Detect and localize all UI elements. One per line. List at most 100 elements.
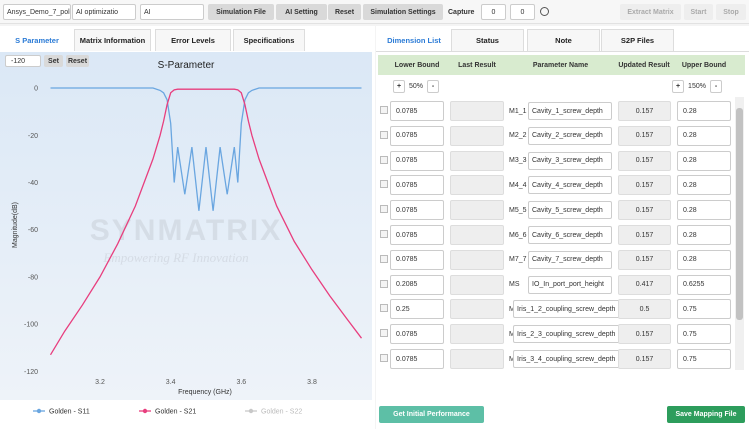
lower-bound-input[interactable]: 0.2085 bbox=[390, 274, 444, 295]
parameter-select[interactable]: Iris_3_4_coupling_screw_depth bbox=[513, 350, 626, 368]
right-tab[interactable]: Status bbox=[451, 29, 524, 51]
toolbar-button[interactable]: AI Setting bbox=[276, 4, 327, 20]
reset-button[interactable]: Reset bbox=[66, 55, 89, 67]
last-result bbox=[450, 349, 504, 369]
toolbar-button[interactable]: Reset bbox=[328, 4, 361, 20]
left-tab[interactable]: Matrix Information bbox=[74, 29, 151, 51]
parameter-select[interactable]: IO_In_port_port_height bbox=[528, 275, 612, 294]
scale-value: 150% bbox=[688, 83, 706, 90]
lower-bound-input[interactable]: 0.25 bbox=[390, 299, 444, 320]
parameter-select[interactable]: Iris_2_3_coupling_screw_depth bbox=[513, 325, 626, 344]
scale-minus[interactable]: - bbox=[710, 80, 722, 93]
toolbar-button[interactable]: Simulation Settings bbox=[363, 4, 443, 20]
parameter-label: M4_4 bbox=[509, 181, 527, 189]
upper-bound-input[interactable]: 0.28 bbox=[677, 249, 731, 270]
lower-bound-input[interactable]: 0.0785 bbox=[390, 200, 444, 221]
toolbar-button-disabled[interactable]: Extract Matrix bbox=[620, 4, 681, 20]
row-checkbox[interactable] bbox=[380, 354, 388, 362]
lower-bound-input[interactable]: 0.0785 bbox=[390, 175, 444, 196]
scale-minus[interactable]: - bbox=[427, 80, 439, 93]
last-result bbox=[450, 200, 504, 221]
parameter-select[interactable]: Cavity_4_screw_depth bbox=[528, 176, 612, 195]
legend-marker bbox=[36, 408, 42, 414]
right-tab[interactable]: S2P Files bbox=[601, 29, 674, 51]
last-result bbox=[450, 324, 504, 345]
watermark: SYNMATRIX bbox=[90, 214, 282, 247]
upper-bound-input[interactable]: 0.75 bbox=[677, 324, 731, 345]
capture-input[interactable]: 0 bbox=[510, 4, 535, 20]
left-tab[interactable]: Error Levels bbox=[155, 29, 231, 51]
toolbar-button-disabled[interactable]: Start bbox=[684, 4, 713, 20]
updated-result: 0.417 bbox=[618, 274, 671, 295]
row-checkbox[interactable] bbox=[380, 304, 388, 313]
save-mapping-button[interactable]: Save Mapping File bbox=[667, 406, 745, 423]
toolbar-button[interactable]: Simulation File bbox=[208, 4, 274, 20]
y-tick-label: -100 bbox=[24, 322, 38, 329]
set-button[interactable]: Set bbox=[44, 55, 63, 67]
upper-bound-input[interactable]: 0.28 bbox=[677, 175, 731, 196]
toolbar-button-disabled[interactable]: Stop bbox=[716, 4, 746, 20]
upper-bound-input[interactable]: 0.28 bbox=[677, 200, 731, 221]
lower-bound-input[interactable]: 0.0785 bbox=[390, 249, 444, 270]
row-checkbox[interactable] bbox=[380, 329, 388, 338]
mode-select[interactable]: AI optimizatio bbox=[72, 4, 136, 20]
upper-bound-input[interactable]: 0.75 bbox=[677, 299, 731, 320]
legend-background bbox=[0, 400, 372, 429]
legend-label: Golden - S11 bbox=[49, 409, 90, 416]
left-tab[interactable]: S Parameter bbox=[3, 29, 71, 51]
parameter-select[interactable]: Iris_1_2_coupling_screw_depth bbox=[513, 300, 626, 319]
parameter-select[interactable]: Cavity_6_screw_depth bbox=[528, 226, 612, 244]
y-tick-label: -80 bbox=[28, 274, 38, 281]
row-checkbox[interactable] bbox=[380, 180, 388, 189]
upper-bound-input[interactable]: 0.6255 bbox=[677, 274, 731, 295]
row-checkbox[interactable] bbox=[380, 279, 388, 288]
lower-bound-input[interactable]: 0.0785 bbox=[390, 125, 444, 146]
legend-label: Golden - S21 bbox=[155, 409, 196, 416]
parameter-select[interactable]: Cavity_1_screw_depth bbox=[528, 102, 612, 120]
last-result bbox=[450, 125, 504, 146]
row-checkbox[interactable] bbox=[380, 130, 388, 139]
lower-bound-input[interactable]: 0.0785 bbox=[390, 225, 444, 245]
row-checkbox[interactable] bbox=[380, 230, 388, 238]
updated-result: 0.157 bbox=[618, 200, 671, 221]
upper-bound-input[interactable]: 0.28 bbox=[677, 150, 731, 171]
lower-bound-input[interactable]: 0.0785 bbox=[390, 324, 444, 345]
x-tick-label: 3.2 bbox=[95, 379, 105, 386]
parameter-select[interactable]: Cavity_2_screw_depth bbox=[528, 126, 612, 145]
table-header bbox=[378, 55, 745, 75]
lower-bound-input[interactable]: 0.0785 bbox=[390, 349, 444, 369]
tab-divider bbox=[376, 51, 749, 52]
capture-input[interactable]: 0 bbox=[481, 4, 506, 20]
chart-title: S-Parameter bbox=[158, 60, 215, 71]
initial-performance-button[interactable]: Get Initial Performance bbox=[379, 406, 484, 423]
upper-bound-input[interactable]: 0.75 bbox=[677, 349, 731, 369]
right-tab[interactable]: Dimension List bbox=[380, 29, 448, 51]
limit-input[interactable]: -120 bbox=[5, 55, 41, 67]
row-checkbox[interactable] bbox=[380, 254, 388, 263]
parameter-select[interactable]: Cavity_5_screw_depth bbox=[528, 201, 612, 220]
engine-select[interactable]: AI bbox=[140, 4, 204, 20]
scale-plus[interactable]: + bbox=[672, 80, 684, 93]
scale-plus[interactable]: + bbox=[393, 80, 405, 93]
y-tick-label: -120 bbox=[24, 369, 38, 376]
right-tab[interactable]: Note bbox=[527, 29, 600, 51]
scale-value: 50% bbox=[408, 83, 423, 90]
parameter-select[interactable]: Cavity_7_screw_depth bbox=[528, 250, 612, 269]
row-checkbox[interactable] bbox=[380, 205, 388, 214]
left-tab[interactable]: Specifications bbox=[233, 29, 305, 51]
lower-bound-input[interactable]: 0.0785 bbox=[390, 150, 444, 171]
upper-bound-input[interactable]: 0.28 bbox=[677, 225, 731, 245]
project-select[interactable]: Ansys_Demo_7_pole_C bbox=[3, 4, 71, 20]
parameter-select[interactable]: Cavity_3_screw_depth bbox=[528, 151, 612, 170]
updated-result: 0.157 bbox=[618, 349, 671, 369]
upper-bound-input[interactable]: 0.28 bbox=[677, 101, 731, 121]
scrollbar-thumb[interactable] bbox=[736, 108, 743, 320]
row-checkbox[interactable] bbox=[380, 106, 388, 114]
y-tick-label: -60 bbox=[28, 227, 38, 234]
row-checkbox[interactable] bbox=[380, 155, 388, 164]
lower-bound-input[interactable]: 0.0785 bbox=[390, 101, 444, 121]
info-icon[interactable] bbox=[540, 7, 549, 16]
updated-result: 0.157 bbox=[618, 150, 671, 171]
upper-bound-input[interactable]: 0.28 bbox=[677, 125, 731, 146]
chart-background bbox=[0, 52, 372, 400]
